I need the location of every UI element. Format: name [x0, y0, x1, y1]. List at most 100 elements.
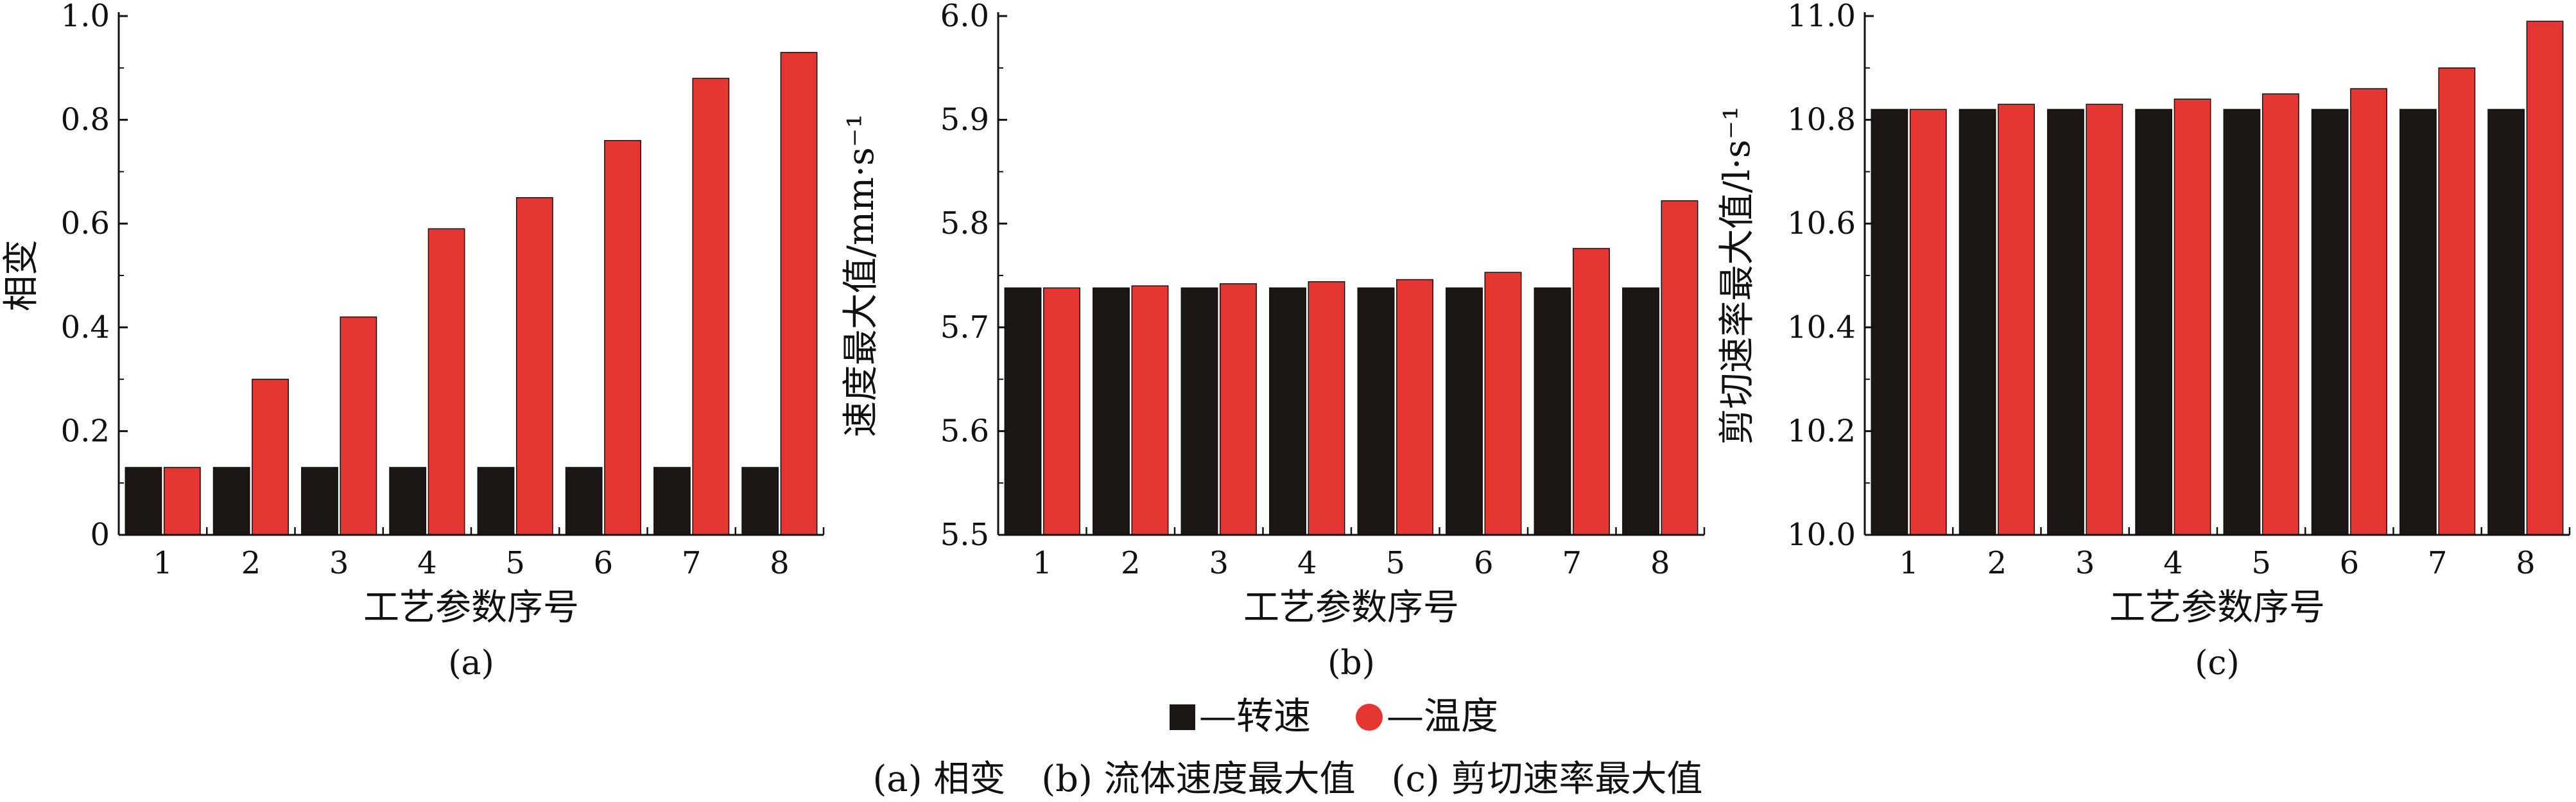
bar-speed-2: [212, 467, 250, 536]
bar-speed-4: [2135, 109, 2173, 536]
bar-temperature-7: [692, 78, 730, 536]
bar-speed-7: [1534, 287, 1571, 536]
y-tick-label: 5.8: [940, 205, 989, 241]
chart-panel-2: 1 2 3 4 5 6 7 8 5.5 5.6 5.7 5.8 5.9 6.0 工艺参数序号 速度最大值/mm…: [840, 0, 1706, 683]
bar-speed-8: [741, 467, 779, 536]
bar-speed-6: [2311, 109, 2349, 536]
x-tick-label-7: 7: [1562, 545, 1582, 581]
legend-marker-speed: [1170, 704, 1195, 730]
y-tick-label: 0.4: [61, 309, 110, 345]
bar-speed-1: [125, 467, 162, 536]
x-tick-label-3: 3: [329, 545, 349, 581]
bar-temperature-6: [604, 140, 641, 536]
bar-temperature-1: [163, 467, 201, 536]
bar-speed-5: [1357, 287, 1395, 536]
x-tick-label-2: 2: [241, 545, 261, 581]
bar-speed-6: [565, 467, 603, 536]
y-tick-label: 0: [90, 517, 110, 553]
bar-speed-5: [477, 467, 515, 536]
bar-temperature-7: [1573, 248, 1610, 536]
bar-speed-7: [2399, 109, 2437, 536]
x-tick-label-1: 1: [153, 545, 173, 581]
bar-speed-3: [301, 467, 338, 536]
y-axis-title: 相变: [1, 240, 42, 311]
bar-temperature-6: [2350, 88, 2387, 536]
x-axis-title: 工艺参数序号: [2109, 587, 2325, 629]
bar-temperature-1: [1909, 109, 1947, 536]
bar-temperature-5: [515, 197, 553, 536]
bar-speed-8: [2487, 109, 2525, 536]
bar-speed-6: [1446, 287, 1483, 536]
bar-speed-4: [389, 467, 427, 536]
y-tick-label: 5.9: [940, 102, 989, 138]
legend: —转速 —温度: [1170, 694, 1498, 738]
bar-temperature-2: [252, 378, 289, 536]
panel-label: (a): [448, 644, 494, 683]
bar-temperature-2: [1131, 285, 1169, 536]
bar-speed-1: [1871, 109, 1908, 536]
bar-speed-7: [653, 467, 691, 536]
y-axis-title: 剪切速率最大值/l·s⁻¹: [1716, 106, 1758, 444]
y-tick-label: 10.2: [1787, 413, 1856, 449]
x-tick-label-5: 5: [505, 545, 525, 581]
bar-speed-4: [1269, 287, 1306, 536]
bar-temperature-4: [2174, 98, 2211, 536]
legend-label-temperature: —温度: [1387, 694, 1498, 738]
bar-temperature-8: [2526, 21, 2564, 536]
bar-temperature-4: [428, 228, 465, 536]
x-axis-title: 工艺参数序号: [1243, 587, 1459, 629]
y-tick-label: 5.7: [940, 309, 989, 345]
x-axis-title: 工艺参数序号: [363, 587, 579, 629]
bar-temperature-5: [2261, 93, 2299, 536]
y-tick-label: 0.6: [61, 205, 110, 241]
y-tick-label: 0.2: [61, 413, 110, 449]
y-tick-label: 11.0: [1787, 0, 1856, 34]
x-tick-label-3: 3: [1209, 545, 1229, 581]
x-tick-label-7: 7: [682, 545, 702, 581]
bar-speed-5: [2223, 109, 2261, 536]
x-tick-label-8: 8: [2516, 545, 2536, 581]
bar-temperature-8: [780, 51, 818, 536]
bar-speed-3: [2047, 109, 2084, 536]
x-tick-label-6: 6: [1474, 545, 1494, 581]
panel-label: (c): [2195, 644, 2240, 683]
bar-temperature-3: [2086, 103, 2123, 536]
x-tick-label-2: 2: [1121, 545, 1141, 581]
bar-temperature-2: [1998, 103, 2035, 536]
chart-panel-1: 1 2 3 4 5 6 7 8 0 0.2 0.4 0.6 0.8 1.0 工艺参数序号 相变 (a): [1, 0, 825, 683]
y-axis-title: 速度最大值/mm·s⁻¹: [840, 114, 882, 437]
bar-temperature-1: [1043, 287, 1080, 536]
y-tick-label: 6.0: [940, 0, 989, 34]
bar-speed-3: [1180, 287, 1218, 536]
x-tick-label-4: 4: [2163, 545, 2183, 581]
x-tick-label-2: 2: [1987, 545, 2007, 581]
x-tick-label-6: 6: [2340, 545, 2360, 581]
chart-panel-3: 1 2 3 4 5 6 7 8 10.0 10.2 10.4 10.6 10.8 11.0 工艺参数序号 剪切…: [1716, 0, 2571, 683]
legend-label-speed: —转速: [1199, 694, 1311, 738]
y-tick-label: 0.8: [61, 102, 110, 138]
bar-temperature-3: [1220, 283, 1257, 536]
bar-speed-8: [1622, 287, 1659, 536]
x-tick-label-8: 8: [770, 545, 790, 581]
y-tick-label: 10.0: [1787, 517, 1856, 553]
x-tick-label-4: 4: [417, 545, 437, 581]
x-tick-label-1: 1: [1899, 545, 1919, 581]
x-tick-label-7: 7: [2428, 545, 2448, 581]
y-tick-label: 5.5: [940, 517, 989, 553]
panel-label: (b): [1327, 644, 1375, 683]
y-tick-label: 5.6: [940, 413, 989, 449]
legend-marker-temperature: [1356, 704, 1383, 731]
bar-temperature-5: [1396, 279, 1433, 536]
y-tick-label: 10.8: [1787, 102, 1856, 138]
y-tick-label: 10.4: [1787, 309, 1856, 345]
bar-temperature-3: [340, 316, 377, 536]
y-tick-label: 1.0: [61, 0, 110, 34]
bar-temperature-4: [1308, 281, 1345, 536]
bar-speed-1: [1004, 287, 1042, 536]
x-tick-label-1: 1: [1033, 545, 1053, 581]
chart-panels: 1 2 3 4 5 6 7 8 0 0.2 0.4 0.6 0.8 1.0 工艺参数序号 相变 (a) 1 2 3 4 5…: [1, 0, 2571, 683]
bar-speed-2: [1958, 109, 1996, 536]
x-tick-label-8: 8: [1650, 545, 1670, 581]
x-tick-label-6: 6: [594, 545, 614, 581]
